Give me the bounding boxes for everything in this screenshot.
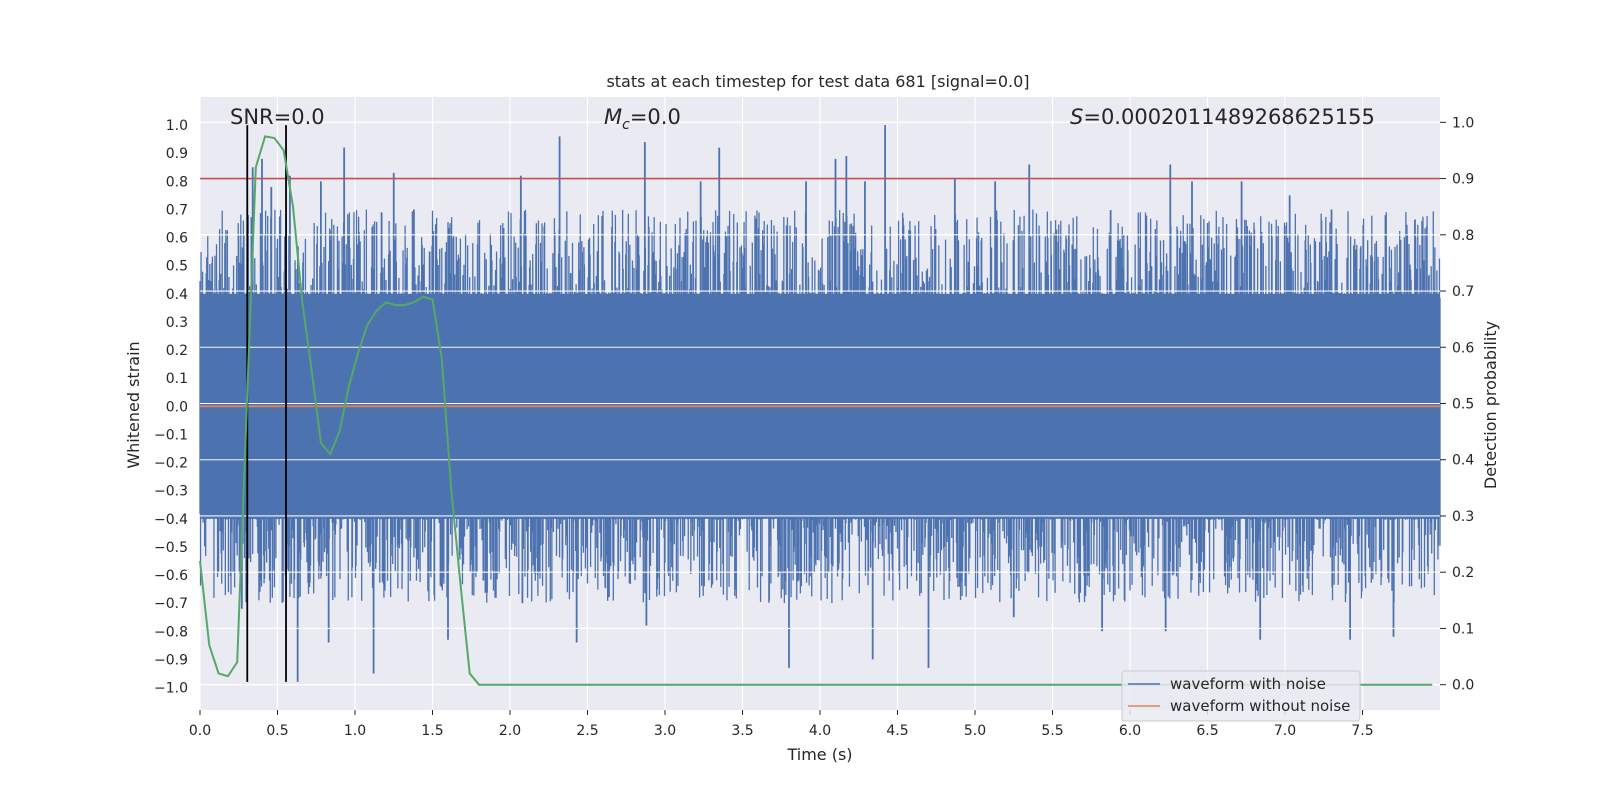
y-left-tick-label-11: 0.1: [166, 371, 188, 387]
x-tick-label-11: 5.5: [1041, 723, 1063, 739]
y-left-tick-label-16: 0.6: [166, 231, 188, 247]
y-right-tick-label-0: 0.0: [1452, 678, 1474, 694]
y-left-tick-label-15: 0.5: [166, 259, 188, 275]
y-right-tick-label-10: 1.0: [1452, 115, 1474, 131]
y-right-tick-label-3: 0.3: [1452, 509, 1474, 525]
y-right-tick-label-1: 0.1: [1452, 621, 1474, 637]
x-tick-label-10: 5.0: [964, 723, 986, 739]
y-left-tick-label-7: −0.3: [154, 484, 188, 500]
mc-subscript: c: [622, 117, 630, 133]
y-left-tick-label-12: 0.2: [166, 343, 188, 359]
mc-value: =0.0: [630, 105, 681, 129]
series-detection-probability: [199, 135, 1433, 686]
y-left-tick-label-18: 0.8: [166, 174, 188, 190]
x-tick-label-3: 1.5: [421, 723, 443, 739]
y-left-tick-label-5: −0.5: [154, 540, 188, 556]
y-right-axis-label: Detection probability: [1481, 321, 1500, 489]
x-tick-label-2: 1.0: [344, 723, 366, 739]
y-right-tick-label-4: 0.4: [1452, 453, 1474, 469]
y-left-tick-label-17: 0.7: [166, 202, 188, 218]
x-tick-label-0: 0.0: [189, 723, 211, 739]
s-annotation: S=0.0002011489268625155: [1070, 105, 1375, 129]
legend-label-noise: waveform with noise: [1170, 675, 1326, 693]
x-tick-label-14: 7.0: [1274, 723, 1296, 739]
y-left-tick-label-2: −0.8: [154, 624, 188, 640]
legend: waveform with noise waveform without noi…: [1121, 670, 1361, 722]
y-left-tick-label-4: −0.6: [154, 568, 188, 584]
x-tick-label-15: 7.5: [1351, 723, 1373, 739]
x-tick-label-8: 4.0: [809, 723, 831, 739]
snr-annotation: SNR=0.0: [230, 105, 325, 129]
y-left-tick-label-8: −0.2: [154, 456, 188, 472]
y-left-tick-label-10: 0.0: [166, 399, 188, 415]
probability-trace: [199, 135, 1433, 686]
y-right-tick-label-6: 0.6: [1452, 340, 1474, 356]
chart-title: stats at each timestep for test data 681…: [606, 72, 1029, 91]
s-value: =0.0002011489268625155: [1083, 105, 1375, 129]
chirp-mass-annotation: Mc=0.0: [604, 105, 681, 133]
x-axis-label: Time (s): [786, 745, 852, 764]
mc-symbol: M: [604, 105, 622, 129]
x-tick-label-13: 6.5: [1196, 723, 1218, 739]
y-left-tick-label-3: −0.7: [154, 596, 188, 612]
y-left-axis-label: Whitened strain: [124, 341, 143, 468]
y-left-tick-label-19: 0.9: [166, 146, 188, 162]
y-right-tick-label-7: 0.7: [1452, 284, 1474, 300]
y-left-tick-label-20: 1.0: [166, 118, 188, 134]
x-tick-label-6: 3.0: [654, 723, 676, 739]
legend-label-clean: waveform without noise: [1170, 697, 1350, 715]
y-left-tick-label-9: −0.1: [154, 427, 188, 443]
x-tick-label-12: 6.0: [1119, 723, 1141, 739]
x-tick-label-5: 2.5: [576, 723, 598, 739]
y-right-tick-label-8: 0.8: [1452, 228, 1474, 244]
x-tick-label-9: 4.5: [886, 723, 908, 739]
y-left-tick-label-1: −0.9: [154, 652, 188, 668]
x-axis-ticks: 0.0 0.5 1.0 1.5 2.0 2.5 3.0 3.5 4.0 4.5 5.0 5.5 6.0 6…: [189, 710, 1374, 739]
y-left-tick-label-13: 0.3: [166, 315, 188, 331]
y-left-tick-label-0: −1.0: [154, 681, 188, 697]
y-left-tick-label-6: −0.4: [154, 512, 188, 528]
x-tick-label-4: 2.0: [499, 723, 521, 739]
y-right-tick-label-2: 0.2: [1452, 565, 1474, 581]
y-right-axis-ticks: 0.0 0.1 0.2 0.3 0.4 0.5 0.6 0.7 0.8 0.9 1.0: [1440, 115, 1474, 694]
y-right-tick-label-5: 0.5: [1452, 397, 1474, 413]
y-left-tick-label-14: 0.4: [166, 287, 188, 303]
s-symbol: S: [1070, 105, 1083, 129]
x-tick-label-7: 3.5: [731, 723, 753, 739]
x-tick-label-1: 0.5: [266, 723, 288, 739]
legend-box: [1121, 670, 1361, 722]
y-right-tick-label-9: 0.9: [1452, 172, 1474, 188]
y-left-axis-ticks: −1.0 −0.9 −0.8 −0.7 −0.6 −0.5 −0.4 −0.3 −0.2 −0.1…: [154, 118, 188, 696]
